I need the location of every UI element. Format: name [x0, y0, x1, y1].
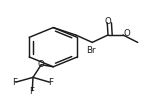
- Text: F: F: [29, 87, 34, 96]
- Text: Br: Br: [86, 46, 96, 54]
- Text: O: O: [123, 29, 130, 38]
- Text: O: O: [104, 17, 111, 26]
- Text: O: O: [38, 60, 44, 69]
- Text: F: F: [48, 78, 53, 87]
- Text: F: F: [12, 78, 17, 87]
